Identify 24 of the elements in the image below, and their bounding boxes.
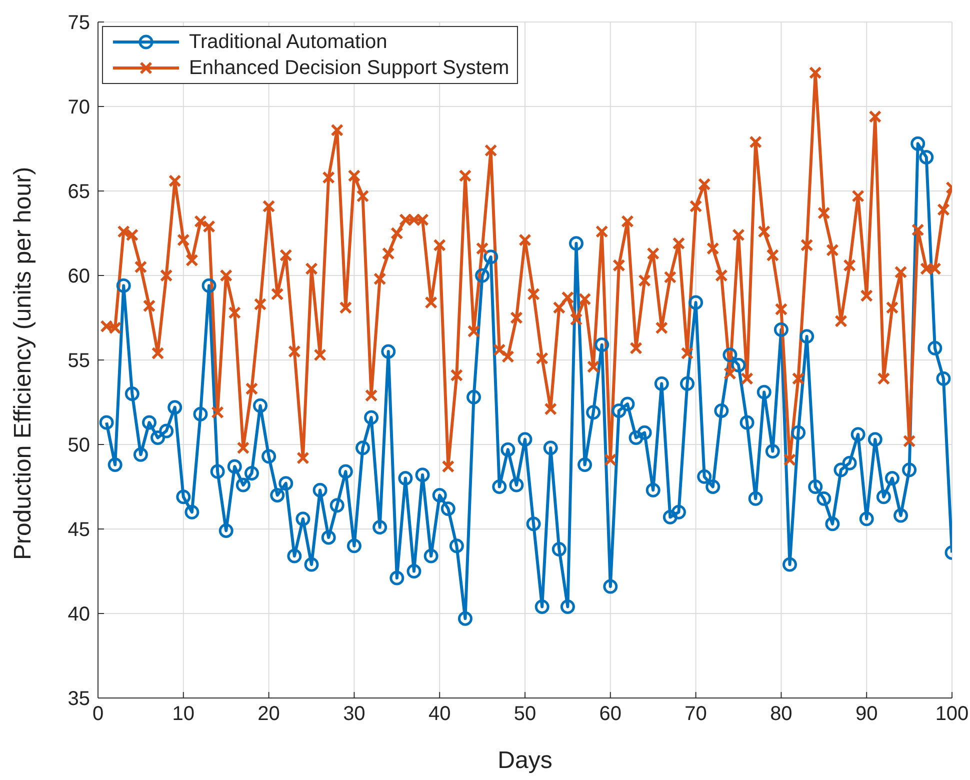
y-tick-label: 55 xyxy=(68,350,90,372)
x-tick-label: 0 xyxy=(92,703,104,726)
y-tick-label: 40 xyxy=(68,604,90,626)
y-tick-label: 75 xyxy=(68,12,90,34)
legend-label: Enhanced Decision Support System xyxy=(189,56,510,81)
x-tick-label: 40 xyxy=(428,703,451,726)
x-tick-label: 30 xyxy=(343,703,366,726)
x-tick-label: 70 xyxy=(684,703,707,726)
y-tick-label: 35 xyxy=(68,688,90,710)
x-tick-label: 80 xyxy=(770,703,792,726)
y-tick-label: 50 xyxy=(68,434,90,457)
y-axis-title: Production Efficiency (units per hour) xyxy=(10,166,37,560)
legend-label: Traditional Automation xyxy=(189,30,388,55)
y-tick-label: 60 xyxy=(68,266,90,288)
x-axis-title: Days xyxy=(498,747,552,774)
x-tick-label: 20 xyxy=(258,703,280,726)
x-tick-label: 10 xyxy=(172,703,195,726)
y-tick-label: 70 xyxy=(68,96,90,119)
x-tick-label: 90 xyxy=(855,703,878,726)
x-tick-label: 60 xyxy=(599,703,622,726)
y-tick-label: 65 xyxy=(68,181,90,204)
y-tick-label: 45 xyxy=(68,519,90,542)
x-tick-label: 50 xyxy=(514,703,536,726)
x-tick-label: 100 xyxy=(935,703,969,726)
